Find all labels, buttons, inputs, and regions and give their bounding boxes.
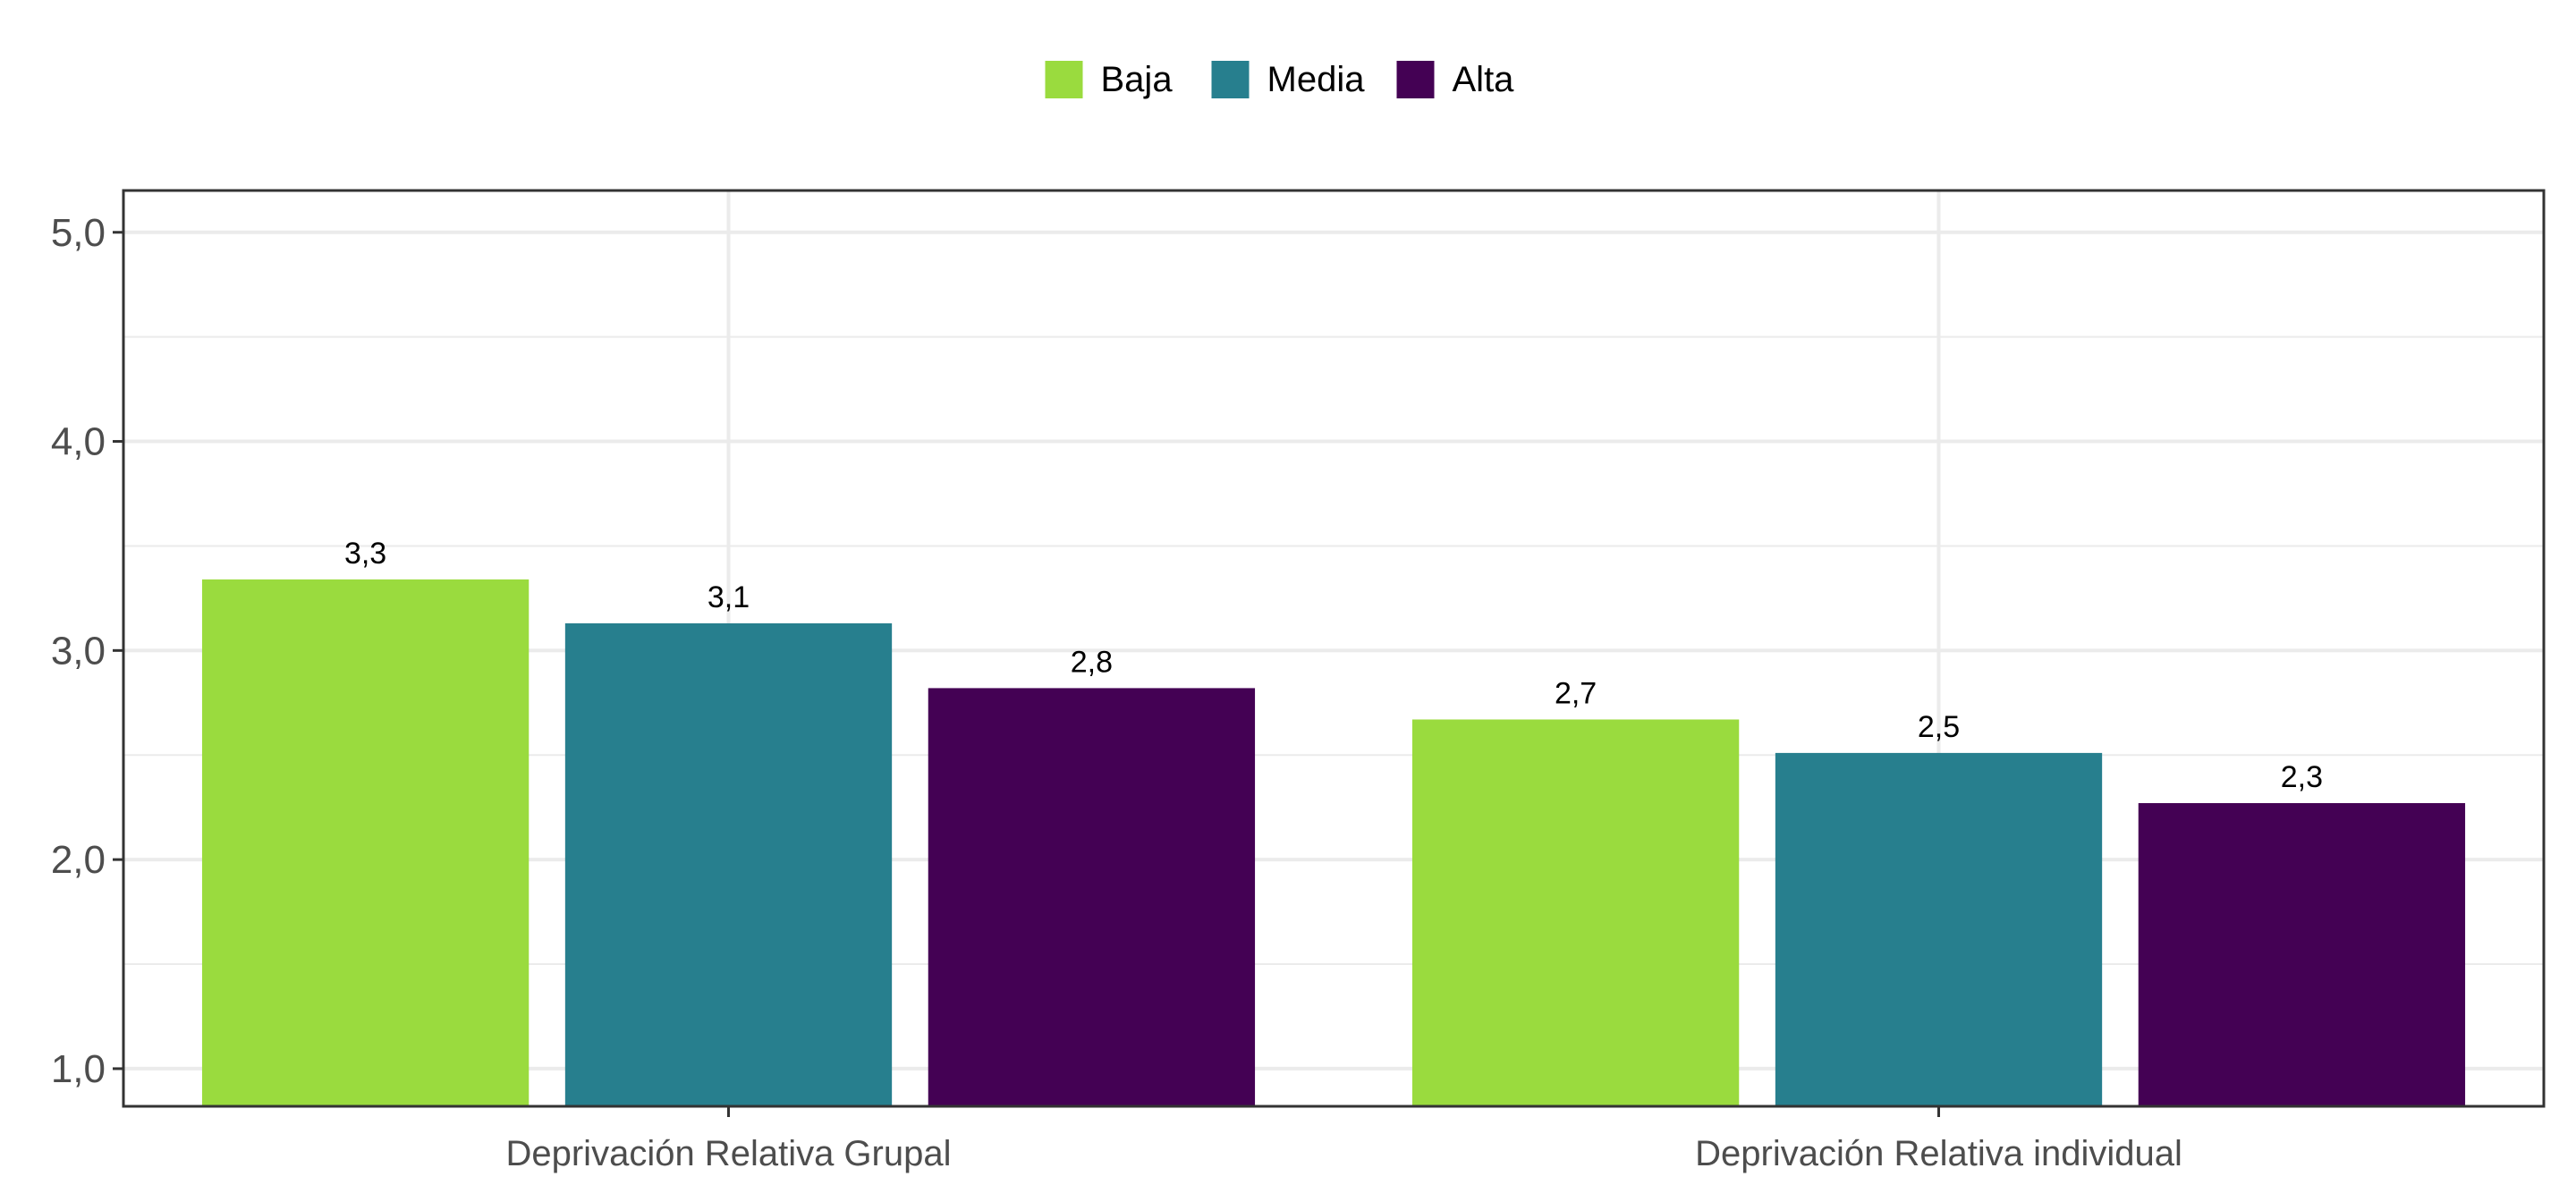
data-label-alta-2: 2,3 (2281, 760, 2323, 794)
data-label-baja-2: 2,7 (1555, 676, 1597, 710)
legend-key-baja (1045, 61, 1083, 98)
data-label-media-1: 3,1 (708, 580, 750, 614)
x-category-label: Deprivación Relativa Grupal (505, 1134, 951, 1173)
plot-panel-border (122, 189, 2546, 1108)
bar-baja-1 (201, 579, 530, 1106)
y-tick-label: 1,0 (51, 1047, 106, 1091)
data-label-media-2: 2,5 (1918, 710, 1960, 744)
bar-alta-2 (2138, 803, 2466, 1106)
y-tick-label: 3,0 (51, 629, 106, 673)
legend-key-alta (1396, 61, 1435, 98)
legend-label-media: Media (1267, 60, 1366, 99)
y-tick-label: 4,0 (51, 420, 106, 464)
bar-baja-2 (1411, 719, 1740, 1106)
y-tick-label: 2,0 (51, 838, 106, 882)
data-label-baja-1: 3,3 (344, 537, 386, 571)
bar-media-2 (1775, 752, 2103, 1106)
legend: Baja Media Alta (1045, 60, 1515, 99)
bar-alta-1 (928, 688, 1256, 1106)
legend-key-media (1211, 61, 1250, 98)
legend-label-baja: Baja (1101, 60, 1174, 99)
y-tick-label: 5,0 (51, 211, 106, 255)
axes: 1,0 2,0 3,0 4,0 5,0 Deprivación Relativa Grup… (51, 211, 2182, 1173)
legend-label-alta: Alta (1453, 60, 1515, 99)
bar-media-1 (564, 622, 893, 1106)
bars (201, 579, 2466, 1106)
data-labels: 3,3 3,1 2,8 2,7 2,5 2,3 (344, 537, 2323, 794)
x-category-label: Deprivación Relativa individual (1695, 1134, 2182, 1173)
data-label-alta-1: 2,8 (1071, 645, 1113, 679)
